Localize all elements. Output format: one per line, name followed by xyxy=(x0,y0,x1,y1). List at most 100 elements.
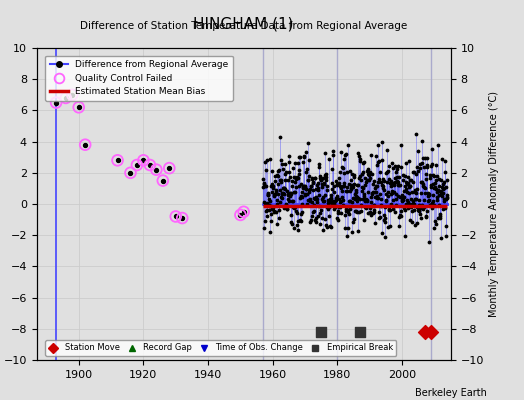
Point xyxy=(283,201,291,207)
Point xyxy=(326,201,335,207)
Point xyxy=(417,190,425,197)
Point xyxy=(287,191,296,197)
Point xyxy=(441,201,450,207)
Point xyxy=(356,329,364,335)
Point xyxy=(357,201,366,207)
Point xyxy=(425,201,434,208)
Point xyxy=(429,181,438,187)
Point xyxy=(355,201,364,207)
Point xyxy=(305,187,313,193)
Point xyxy=(264,191,272,198)
Point xyxy=(274,201,282,207)
Point xyxy=(365,201,373,207)
Point xyxy=(419,201,428,207)
Point xyxy=(353,208,362,215)
Point xyxy=(443,195,451,201)
Point xyxy=(290,201,299,207)
Point xyxy=(306,201,314,207)
Point xyxy=(322,201,331,207)
Point xyxy=(409,202,417,208)
Point xyxy=(414,201,423,207)
Point xyxy=(332,178,340,184)
Point xyxy=(341,206,350,213)
Point xyxy=(411,186,419,193)
Point xyxy=(373,201,381,207)
Point xyxy=(287,201,295,207)
Point xyxy=(353,201,361,207)
Point xyxy=(374,201,383,207)
Point xyxy=(337,188,346,194)
Point xyxy=(405,190,413,196)
Point xyxy=(368,171,377,178)
Point xyxy=(426,172,434,178)
Point xyxy=(264,190,272,197)
Point xyxy=(378,185,387,191)
Point xyxy=(435,202,443,208)
Point xyxy=(435,176,443,182)
Point xyxy=(278,190,286,197)
Point xyxy=(74,104,83,110)
Point xyxy=(284,192,292,199)
Point xyxy=(390,174,399,181)
Point xyxy=(363,198,372,204)
Point xyxy=(390,189,399,196)
Point xyxy=(348,199,356,205)
Point xyxy=(316,172,325,179)
Point xyxy=(317,329,325,335)
Point xyxy=(310,201,318,207)
Point xyxy=(370,220,379,226)
Point xyxy=(299,184,308,191)
Point xyxy=(438,235,446,241)
Point xyxy=(270,208,278,214)
Point xyxy=(289,198,297,204)
Point xyxy=(275,201,283,207)
Point xyxy=(341,211,350,218)
Point xyxy=(430,173,439,180)
Point xyxy=(275,186,283,193)
Point xyxy=(422,213,431,220)
Point xyxy=(411,190,420,196)
Point xyxy=(396,141,405,148)
Point xyxy=(424,198,432,204)
Point xyxy=(272,201,280,207)
Point xyxy=(351,191,359,197)
Point xyxy=(383,190,391,197)
Point xyxy=(331,204,339,210)
Point xyxy=(318,181,326,187)
Point xyxy=(382,201,390,207)
Point xyxy=(428,201,436,207)
Point xyxy=(340,180,348,186)
Point xyxy=(396,201,405,207)
Point xyxy=(409,168,418,175)
Point xyxy=(139,157,148,164)
Point xyxy=(370,201,378,207)
Point xyxy=(401,173,410,179)
Point xyxy=(420,164,428,170)
Point xyxy=(292,184,300,190)
Point xyxy=(301,182,309,189)
Point xyxy=(345,210,353,217)
Point xyxy=(331,196,340,203)
Point xyxy=(178,215,187,221)
Point xyxy=(401,207,409,214)
Point xyxy=(399,201,408,207)
Point xyxy=(279,201,288,207)
Point xyxy=(312,201,321,207)
Point xyxy=(426,201,434,207)
Point xyxy=(342,201,351,207)
Point xyxy=(308,174,316,181)
Point xyxy=(439,201,447,207)
Point xyxy=(337,185,345,192)
Point xyxy=(428,200,436,206)
Point xyxy=(434,201,443,207)
Point xyxy=(326,201,334,207)
Point xyxy=(388,201,396,207)
Point xyxy=(344,209,352,215)
Point xyxy=(363,177,371,183)
Point xyxy=(294,201,303,207)
Point xyxy=(353,182,361,189)
Point xyxy=(337,201,345,207)
Point xyxy=(388,180,396,186)
Point xyxy=(279,166,287,172)
Point xyxy=(381,201,390,207)
